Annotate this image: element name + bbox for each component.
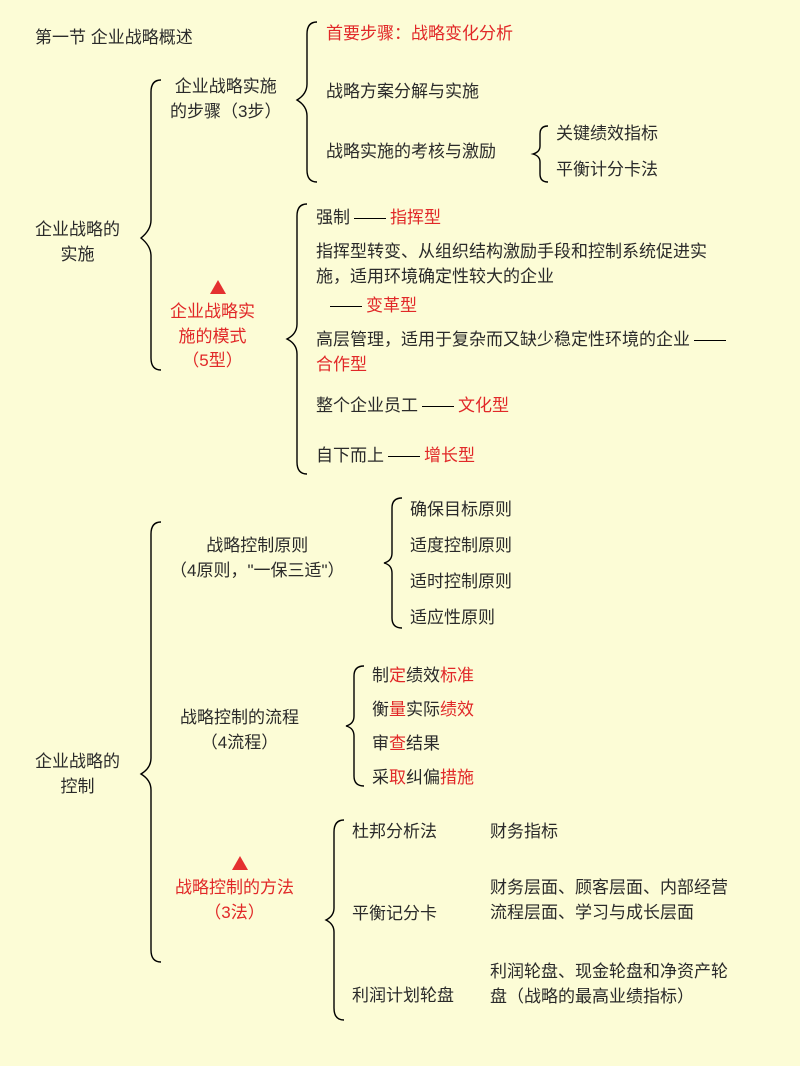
root-control: 企业战略的 控制 xyxy=(35,750,120,799)
b2-l2: 施的模式 xyxy=(179,327,247,346)
b2-2: 指挥型转变、从组织结构激励手段和控制系统促进实施，适用环境确定性较大的企业 xyxy=(316,240,736,289)
brace-root1 xyxy=(137,80,165,370)
b2-3: 高层管理，适用于复杂而又缺少稳定性环境的企业合作型 xyxy=(316,328,736,377)
b2-2b-row: 变革型 xyxy=(326,294,417,319)
b2-4b: 文化型 xyxy=(458,396,509,415)
branch-modes: 企业战略实 施的模式 （5型） xyxy=(170,300,255,374)
c1-3: 适时控制原则 xyxy=(410,570,512,595)
c1-1: 确保目标原则 xyxy=(410,498,512,523)
brace-b2 xyxy=(283,204,311,474)
b2-3a: 高层管理，适用于复杂而又缺少稳定性环境的企业 xyxy=(316,330,690,349)
c1-l2: （4原则，"一保三适"） xyxy=(170,561,345,580)
c2-l2: （4流程） xyxy=(201,733,278,752)
c1-l1: 战略控制原则 xyxy=(206,536,308,555)
b1-l1: 企业战略实施 xyxy=(175,77,277,96)
c2-4: 采取纠偏措施 xyxy=(372,766,474,791)
c3-2: 平衡记分卡 xyxy=(352,902,437,927)
c3-l2: （3法） xyxy=(204,903,264,922)
b1-3b: 平衡计分卡法 xyxy=(556,158,658,183)
b2-l1: 企业战略实 xyxy=(170,302,255,321)
b2-1a: 强制 xyxy=(316,208,350,227)
c2-1: 制定绩效标准 xyxy=(372,664,474,689)
b2-3b: 合作型 xyxy=(316,355,367,374)
root2-l1: 企业战略的 xyxy=(35,752,120,771)
brace-c3 xyxy=(322,820,348,1020)
c2-2: 衡量实际绩效 xyxy=(372,698,474,723)
c3-3: 利润计划轮盘 xyxy=(352,984,454,1009)
c3-1d: 财务指标 xyxy=(490,820,558,845)
b1-2: 战略方案分解与实施 xyxy=(326,80,479,105)
b2-5b: 增长型 xyxy=(424,446,475,465)
branch-control-process: 战略控制的流程 （4流程） xyxy=(180,706,299,755)
section-title: 第一节 企业战略概述 xyxy=(35,26,193,51)
triangle-b2 xyxy=(210,280,226,294)
b2-2b: 变革型 xyxy=(366,296,417,315)
b2-1b: 指挥型 xyxy=(390,208,441,227)
brace-c2 xyxy=(342,666,368,786)
brace-root2 xyxy=(137,522,165,962)
c3-3d: 利润轮盘、现金轮盘和净资产轮盘（战略的最高业绩指标） xyxy=(490,960,735,1009)
root2-l2: 控制 xyxy=(61,777,95,796)
c1-4: 适应性原则 xyxy=(410,606,495,631)
b2-5: 自下而上 增长型 xyxy=(316,444,475,469)
brace-c1 xyxy=(380,498,406,628)
b1-l2: 的步骤（3步） xyxy=(170,102,281,121)
c3-1: 杜邦分析法 xyxy=(352,820,437,845)
c2-3: 审查结果 xyxy=(372,732,440,757)
b1-3a: 关键绩效指标 xyxy=(556,122,658,147)
root-implementation: 企业战略的 实施 xyxy=(35,218,120,267)
b2-l3: （5型） xyxy=(182,351,242,370)
c2-l1: 战略控制的流程 xyxy=(180,708,299,727)
root1-l1: 企业战略的 xyxy=(35,220,120,239)
c3-2d: 财务层面、顾客层面、内部经营流程层面、学习与成长层面 xyxy=(490,876,735,925)
root1-l2: 实施 xyxy=(61,245,95,264)
brace-b1 xyxy=(293,22,321,182)
b2-1: 强制 指挥型 xyxy=(316,206,441,231)
triangle-c3 xyxy=(232,856,248,870)
brace-b1-3 xyxy=(530,126,552,182)
b2-2a: 指挥型转变、从组织结构激励手段和控制系统促进实施，适用环境确定性较大的企业 xyxy=(316,242,707,286)
b2-5a: 自下而上 xyxy=(316,446,384,465)
branch-control-principles: 战略控制原则 （4原则，"一保三适"） xyxy=(170,534,345,583)
branch-control-methods: 战略控制的方法 （3法） xyxy=(175,876,294,925)
branch-steps: 企业战略实施 的步骤（3步） xyxy=(170,75,281,124)
b2-4a: 整个企业员工 xyxy=(316,396,418,415)
c3-l1: 战略控制的方法 xyxy=(175,878,294,897)
c1-2: 适度控制原则 xyxy=(410,534,512,559)
b2-4: 整个企业员工 文化型 xyxy=(316,394,509,419)
b1-1: 首要步骤：战略变化分析 xyxy=(326,22,513,47)
b1-3: 战略实施的考核与激励 xyxy=(326,140,496,165)
